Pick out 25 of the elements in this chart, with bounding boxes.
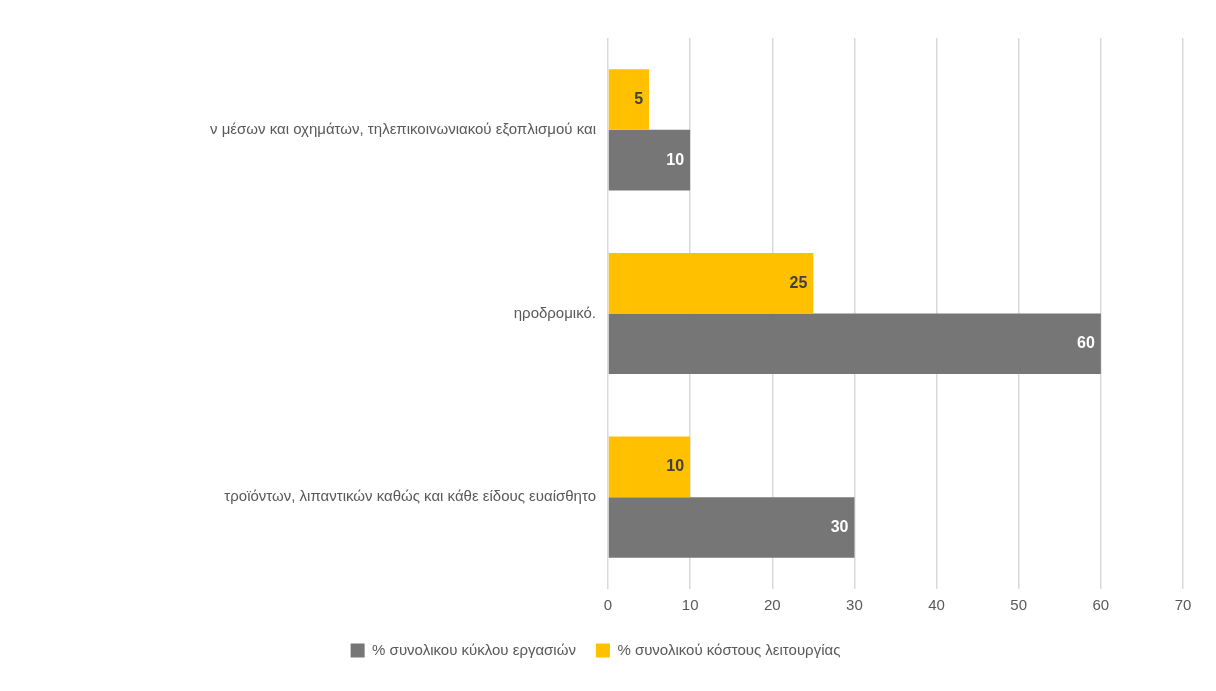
bar <box>608 129 691 191</box>
y-tick-label: ηροδρομικό. <box>513 303 596 321</box>
data-label: 30 <box>830 517 849 535</box>
data-label: 60 <box>1077 334 1095 352</box>
x-tick-label: 50 <box>1010 596 1028 614</box>
bar <box>608 436 691 498</box>
legend-label: % συνολικού κόστους λειτουργίας <box>617 640 841 658</box>
y-tick-label: τροϊόντων, λιπαντικών καθώς και κάθε είδους ευαίσθητο <box>224 487 596 505</box>
x-tick-label: 40 <box>928 596 945 614</box>
legend-label: % συνολικου κύκλου εργασιών <box>372 640 576 658</box>
x-tick-label: 30 <box>846 596 863 614</box>
bar <box>608 313 1101 375</box>
x-tick-label: 20 <box>763 596 781 614</box>
data-label: 10 <box>666 457 685 475</box>
x-tick-label: 10 <box>681 596 699 614</box>
bar <box>608 252 814 314</box>
x-tick-label: 0 <box>603 596 613 614</box>
bar <box>608 69 650 130</box>
x-tick-label: 70 <box>1174 596 1192 614</box>
x-tick-label: 60 <box>1092 596 1110 614</box>
data-label: 5 <box>634 89 644 107</box>
y-tick-label: ν μέσων και οχημάτων, τηλεπικοινωνιακού εξοπλισμού και <box>210 119 596 137</box>
data-label: 10 <box>666 150 685 168</box>
bar <box>608 497 855 558</box>
data-label: 25 <box>789 273 808 291</box>
